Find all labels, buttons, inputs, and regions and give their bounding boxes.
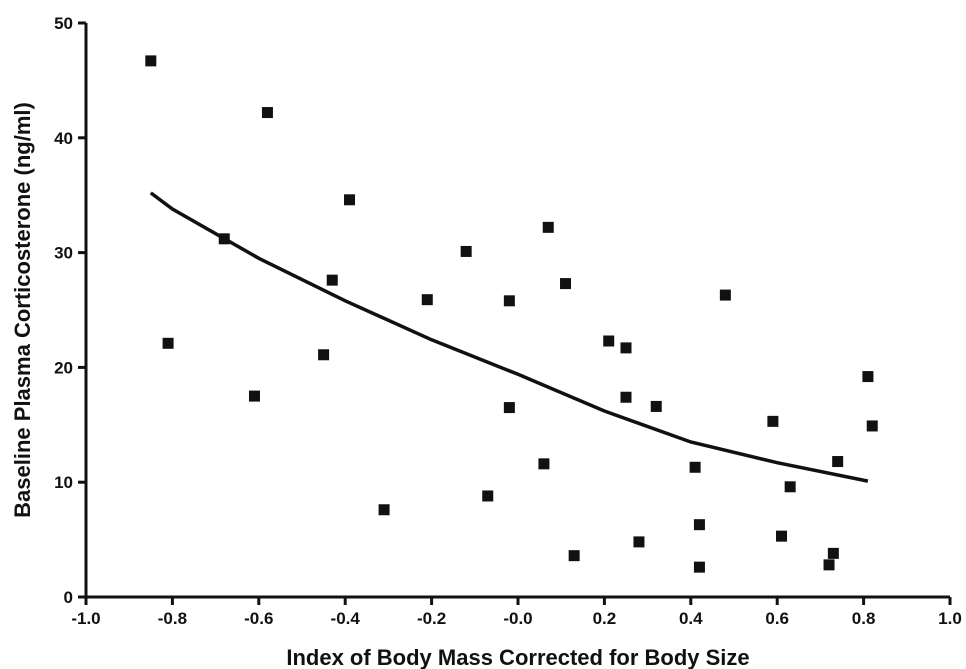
data-point	[378, 504, 390, 516]
x-tick-label: -0.6	[244, 609, 273, 628]
x-axis-title: Index of Body Mass Corrected for Body Si…	[286, 645, 749, 669]
y-tick-label: 30	[54, 244, 73, 263]
data-point	[633, 536, 645, 548]
x-tick-label: -0.8	[158, 609, 187, 628]
data-point	[832, 456, 844, 468]
axes: -1.0 -0.8 -0.6 -0.4 -0.2 -0.0 0.2 0.4 0.6 0.8 1.0 …	[54, 14, 962, 628]
data-point	[862, 371, 874, 383]
data-point	[482, 490, 494, 502]
x-tick-label: 0.6	[765, 609, 789, 628]
data-point	[162, 337, 174, 349]
x-tick-label: 1.0	[938, 609, 962, 628]
data-point	[261, 107, 273, 119]
y-tick-label: 40	[54, 129, 73, 148]
data-point	[145, 55, 157, 67]
x-tick-label: -1.0	[71, 609, 100, 628]
y-tick-label: 20	[54, 358, 73, 377]
data-point	[326, 274, 338, 286]
y-tick-label: 0	[64, 588, 73, 607]
data-point	[620, 391, 632, 403]
x-tick-label: -0.4	[331, 609, 361, 628]
data-point	[248, 390, 260, 402]
y-tick-label: 10	[54, 473, 73, 492]
data-point	[866, 420, 878, 432]
y-tick-label: 50	[54, 14, 73, 33]
data-point	[650, 400, 662, 412]
data-point	[560, 278, 572, 290]
x-tick-label: -0.0	[503, 609, 532, 628]
x-ticks: -1.0 -0.8 -0.6 -0.4 -0.2 -0.0 0.2 0.4 0.6 0.8 1.0	[71, 597, 962, 628]
data-point	[689, 461, 701, 473]
fit-curve	[149, 191, 869, 483]
data-point	[460, 245, 472, 257]
data-point	[542, 221, 554, 233]
data-point	[318, 349, 330, 361]
x-tick-label: 0.2	[593, 609, 617, 628]
x-tick-label: 0.8	[852, 609, 876, 628]
data-point	[344, 194, 356, 206]
data-point	[568, 550, 580, 562]
data-point	[503, 295, 515, 307]
y-ticks: 0 10 20 30 40 50	[54, 14, 86, 607]
data-points	[145, 55, 878, 573]
data-point	[767, 415, 779, 427]
data-point	[603, 335, 615, 347]
data-point	[620, 342, 632, 354]
data-point	[421, 294, 433, 306]
data-point	[776, 530, 788, 542]
data-point	[784, 481, 796, 493]
data-point	[693, 561, 705, 573]
data-point	[693, 519, 705, 531]
y-axis-title: Baseline Plasma Corticosterone (ng/ml)	[10, 102, 35, 518]
x-tick-label: -0.2	[417, 609, 446, 628]
data-point	[503, 402, 515, 414]
data-point	[827, 547, 839, 559]
x-tick-label: 0.4	[679, 609, 703, 628]
data-point	[719, 289, 731, 301]
data-point	[823, 559, 835, 571]
data-point	[538, 458, 550, 470]
